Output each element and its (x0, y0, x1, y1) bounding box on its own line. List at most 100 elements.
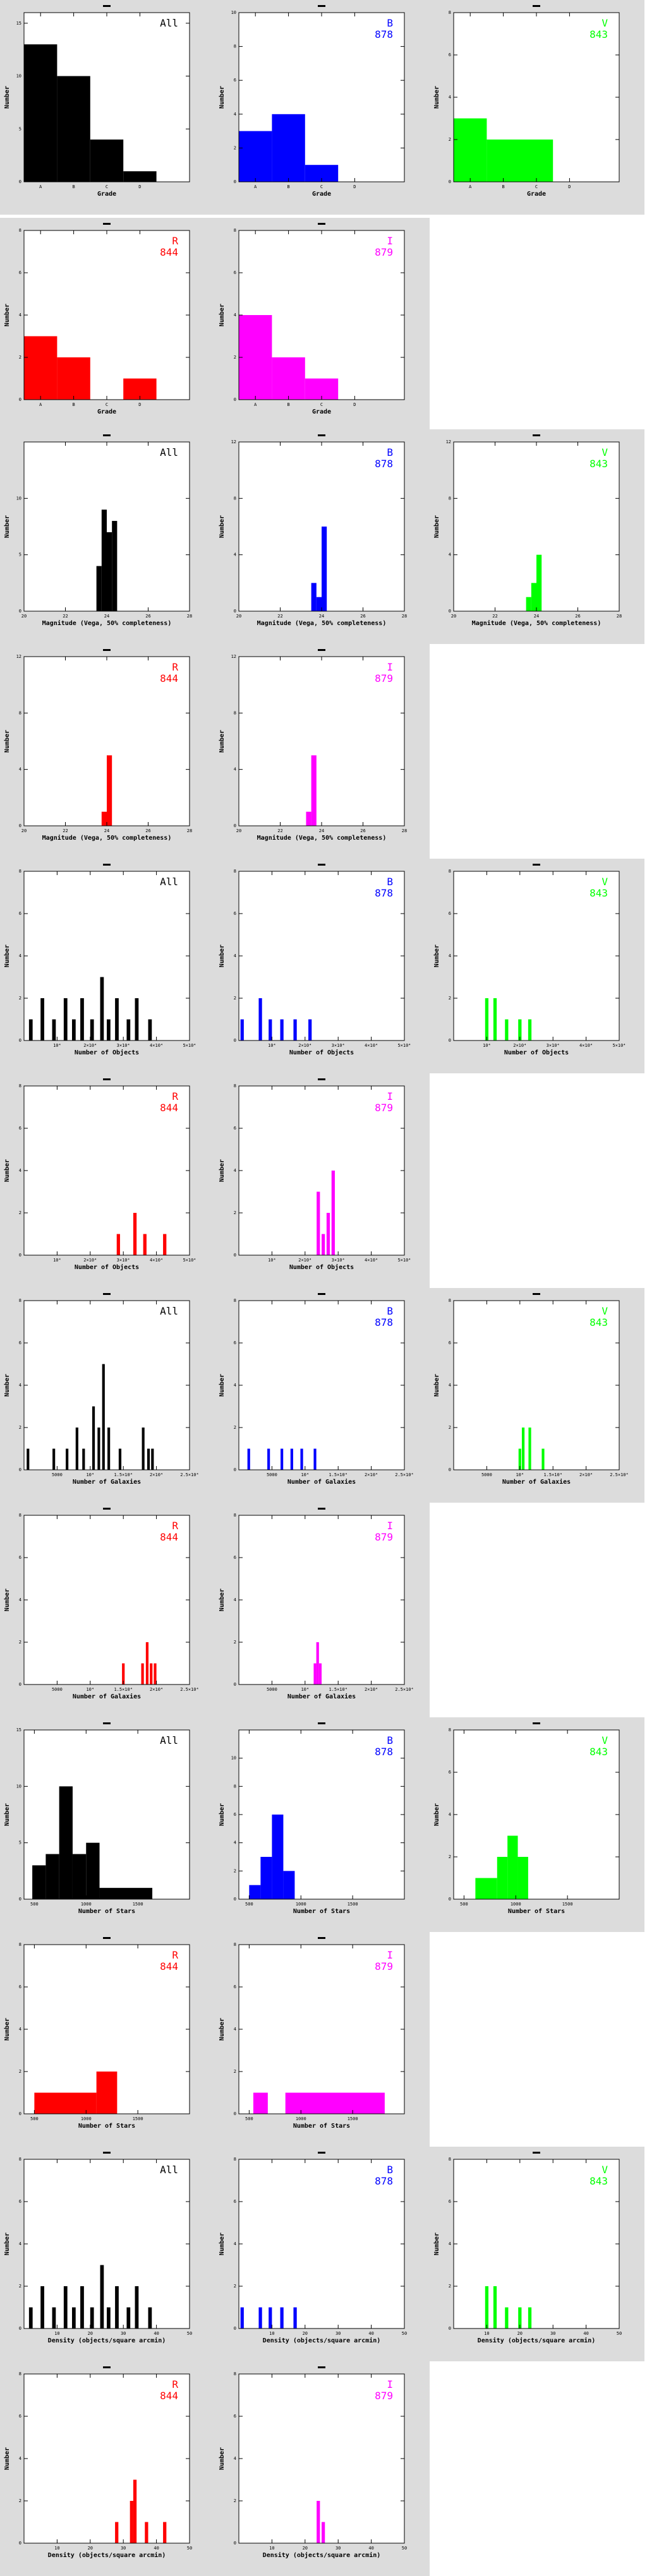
x-tick-label: 10⁴ (483, 1043, 491, 1048)
x-tick-label: C (320, 402, 323, 407)
plot-tag-mark (103, 434, 111, 436)
y-tick-label: 2 (19, 2284, 21, 2289)
panel-count-label: 843 (590, 28, 608, 40)
histogram-bar (281, 1448, 284, 1470)
panel-count-label: 878 (375, 2175, 393, 2187)
y-axis-label: Number (219, 730, 226, 753)
y-tick-label: 0 (449, 179, 451, 184)
y-tick-label: 4 (234, 953, 236, 958)
panel-stars-b: 500 1000 1500 0 2 4 6 8 10 Number of Stars Number B… (215, 1717, 430, 1932)
y-tick-label: 0 (19, 2111, 21, 2116)
y-tick-label: 6 (234, 1555, 236, 1560)
histogram-bar (57, 357, 90, 400)
histogram-bar (240, 1019, 244, 1041)
y-tick-label: 4 (449, 2241, 451, 2246)
panel-count-label: 879 (375, 1102, 393, 1114)
histogram-bar (96, 566, 102, 611)
panel-density-i: 10 20 30 40 50 0 2 4 6 8 Density (objects/square a… (215, 2361, 430, 2576)
plot-frame (238, 1515, 405, 1685)
histogram-bar (308, 1019, 312, 1041)
histogram-bar (107, 2307, 111, 2329)
x-tick-label: 2.5×10⁴ (610, 1472, 629, 1477)
y-tick-label: 4 (234, 1383, 236, 1388)
histogram-bar (80, 998, 84, 1041)
y-tick-label: 0 (234, 2111, 236, 2116)
y-tick-label: 4 (234, 2241, 236, 2246)
histogram-bar (485, 2286, 489, 2329)
histogram-bar (126, 1019, 131, 1041)
y-tick-label: 8 (449, 1727, 451, 1732)
plot-frame (23, 871, 190, 1041)
histogram-bar (285, 2092, 385, 2114)
y-tick-label: 6 (449, 1340, 451, 1345)
y-tick-label: 12 (231, 439, 236, 444)
panel-objects-v: 10⁴ 2×10⁴ 3×10⁴ 4×10⁴ 5×10⁴ 0 2 4 6 8 Number of Ob… (430, 859, 644, 1073)
y-tick-label: 2 (449, 137, 451, 142)
panel-magnitude-v: 20 22 24 26 28 0 4 8 12 Magnitude (Vega, 50% comp… (430, 429, 644, 644)
y-tick-label: 0 (19, 1253, 21, 1258)
plot-tag-mark (318, 1722, 325, 1724)
y-tick-label: 0 (449, 2326, 451, 2331)
panel-count-label: 844 (160, 1960, 178, 1972)
y-tick-label: 2 (234, 2498, 236, 2503)
plot-border (23, 1729, 190, 1900)
x-tick-label: 2×10⁴ (150, 1687, 163, 1692)
histogram-bar (143, 1234, 147, 1255)
x-tick-label: 10 (54, 2331, 59, 2336)
panel-stars-all: 500 1000 1500 0 5 10 15 Number of Stars Number Al… (0, 1717, 215, 1932)
x-tick-label: 30 (550, 2331, 555, 2336)
histogram-bar (163, 2522, 167, 2543)
histogram-bar (518, 1019, 522, 1041)
panel-objects-r: 10⁴ 2×10⁴ 3×10⁴ 4×10⁴ 5×10⁴ 0 2 4 6 8 Number of Ob… (0, 1073, 215, 1288)
y-tick-label: 4 (19, 2027, 21, 2032)
histogram-bar (322, 527, 327, 611)
histogram-bar (71, 1019, 76, 1041)
y-tick-label: 6 (234, 2199, 236, 2204)
y-axis-label: Number (4, 1589, 11, 1611)
y-tick-label: 5 (19, 1840, 21, 1846)
x-tick-label: 2×10⁴ (83, 1258, 97, 1263)
plot-tag-mark (103, 1078, 111, 1080)
y-tick-label: 6 (234, 270, 236, 275)
x-axis-label: Density (objects/square arcmin) (48, 2551, 166, 2559)
histogram-bar (331, 1171, 335, 1255)
x-tick-label: 22 (277, 828, 282, 833)
x-axis-label: Grade (312, 408, 331, 415)
histogram-bar (475, 1878, 497, 1899)
histogram-bar (272, 1815, 284, 1899)
plot-frame (23, 2373, 190, 2544)
x-tick-label: 1000 (511, 1902, 521, 1907)
y-tick-label: 8 (234, 1298, 236, 1303)
histogram-bar (28, 1019, 33, 1041)
y-tick-label: 8 (449, 2157, 451, 2162)
y-tick-label: 6 (449, 52, 451, 57)
x-tick-label: 10 (269, 2546, 274, 2551)
panel-count-label: 844 (160, 1102, 178, 1114)
histogram-bar (485, 998, 489, 1041)
panel-filter-label: B (387, 446, 393, 458)
y-tick-label: 2 (234, 2284, 236, 2289)
y-tick-label: 0 (19, 397, 21, 402)
x-axis-label: Magnitude (Vega, 50% completeness) (42, 834, 172, 842)
y-axis-label: Number (433, 86, 440, 109)
x-tick-label: 26 (360, 828, 365, 833)
y-tick-label: 6 (234, 1126, 236, 1131)
x-tick-label: D (138, 184, 141, 189)
x-axis-label: Number of Objects (75, 1263, 139, 1271)
plot-tag-mark (103, 1937, 111, 1939)
y-tick-label: 6 (234, 1340, 236, 1345)
x-tick-label: 26 (145, 828, 150, 833)
histogram-bar (86, 1842, 100, 1899)
histogram-bar (90, 140, 124, 182)
y-tick-label: 2 (19, 1210, 21, 1215)
histogram-bar (536, 554, 542, 611)
x-tick-label: 26 (145, 614, 150, 619)
x-tick-label: 26 (575, 614, 580, 619)
x-axis-label: Number of Galaxies (73, 1478, 141, 1486)
plot-tag-mark (533, 1293, 540, 1295)
x-tick-label: A (254, 184, 257, 189)
y-tick-label: 4 (234, 1168, 236, 1173)
y-tick-label: 2 (449, 1425, 451, 1430)
plot-tag-mark (103, 2366, 111, 2368)
